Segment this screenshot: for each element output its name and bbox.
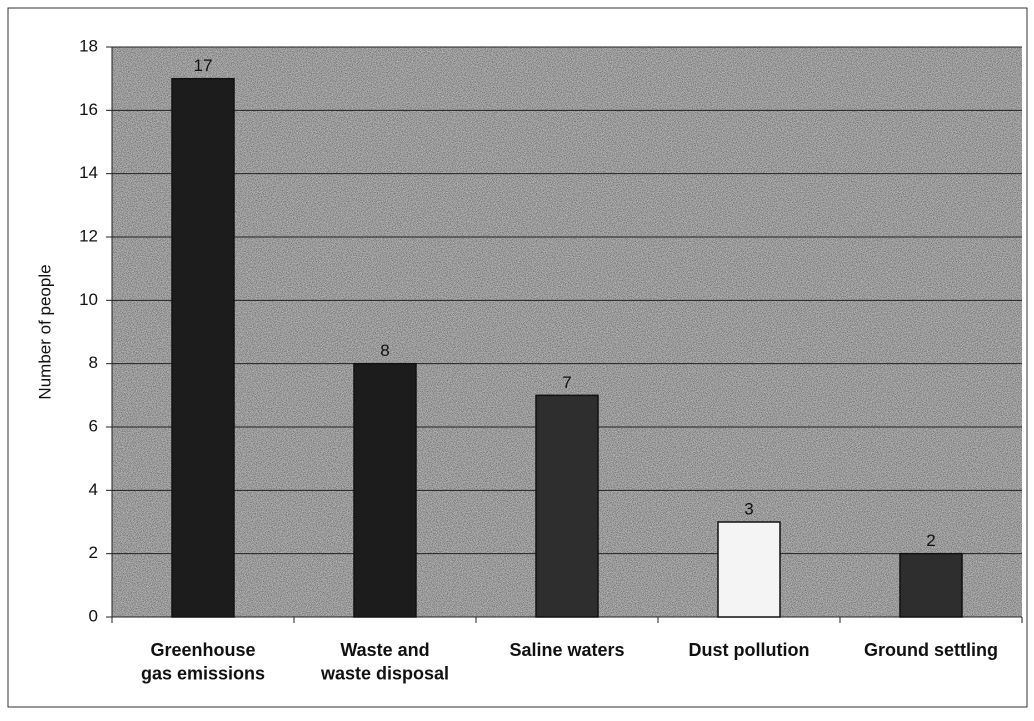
bar xyxy=(535,394,599,618)
value-label: 17 xyxy=(194,56,213,75)
x-tick-label: Saline waters xyxy=(509,640,624,660)
y-tick-label: 0 xyxy=(89,606,98,625)
y-tick-label: 16 xyxy=(79,100,98,119)
bar xyxy=(353,362,417,618)
x-tick-label: Greenhouse gas emissions xyxy=(141,640,265,683)
value-label: 8 xyxy=(380,341,389,360)
bar xyxy=(717,521,781,618)
y-tick-label: 18 xyxy=(79,36,98,55)
bar xyxy=(171,77,235,618)
y-tick-label: 6 xyxy=(89,416,98,435)
y-tick-label: 2 xyxy=(89,543,98,562)
value-label: 7 xyxy=(562,373,571,392)
y-axis-label: Number of people xyxy=(35,264,54,399)
y-tick-label: 14 xyxy=(79,163,98,182)
y-tick-label: 12 xyxy=(79,226,98,245)
value-label: 2 xyxy=(926,531,935,550)
x-tick-label: Dust pollution xyxy=(689,640,810,660)
y-tick-label: 4 xyxy=(89,480,98,499)
y-tick-label: 8 xyxy=(89,353,98,372)
value-label: 3 xyxy=(744,499,753,518)
x-tick-label: Ground settling xyxy=(864,640,998,660)
y-tick-label: 10 xyxy=(79,290,98,309)
x-tick-label: Waste and waste disposal xyxy=(320,640,449,683)
bar xyxy=(899,552,963,618)
